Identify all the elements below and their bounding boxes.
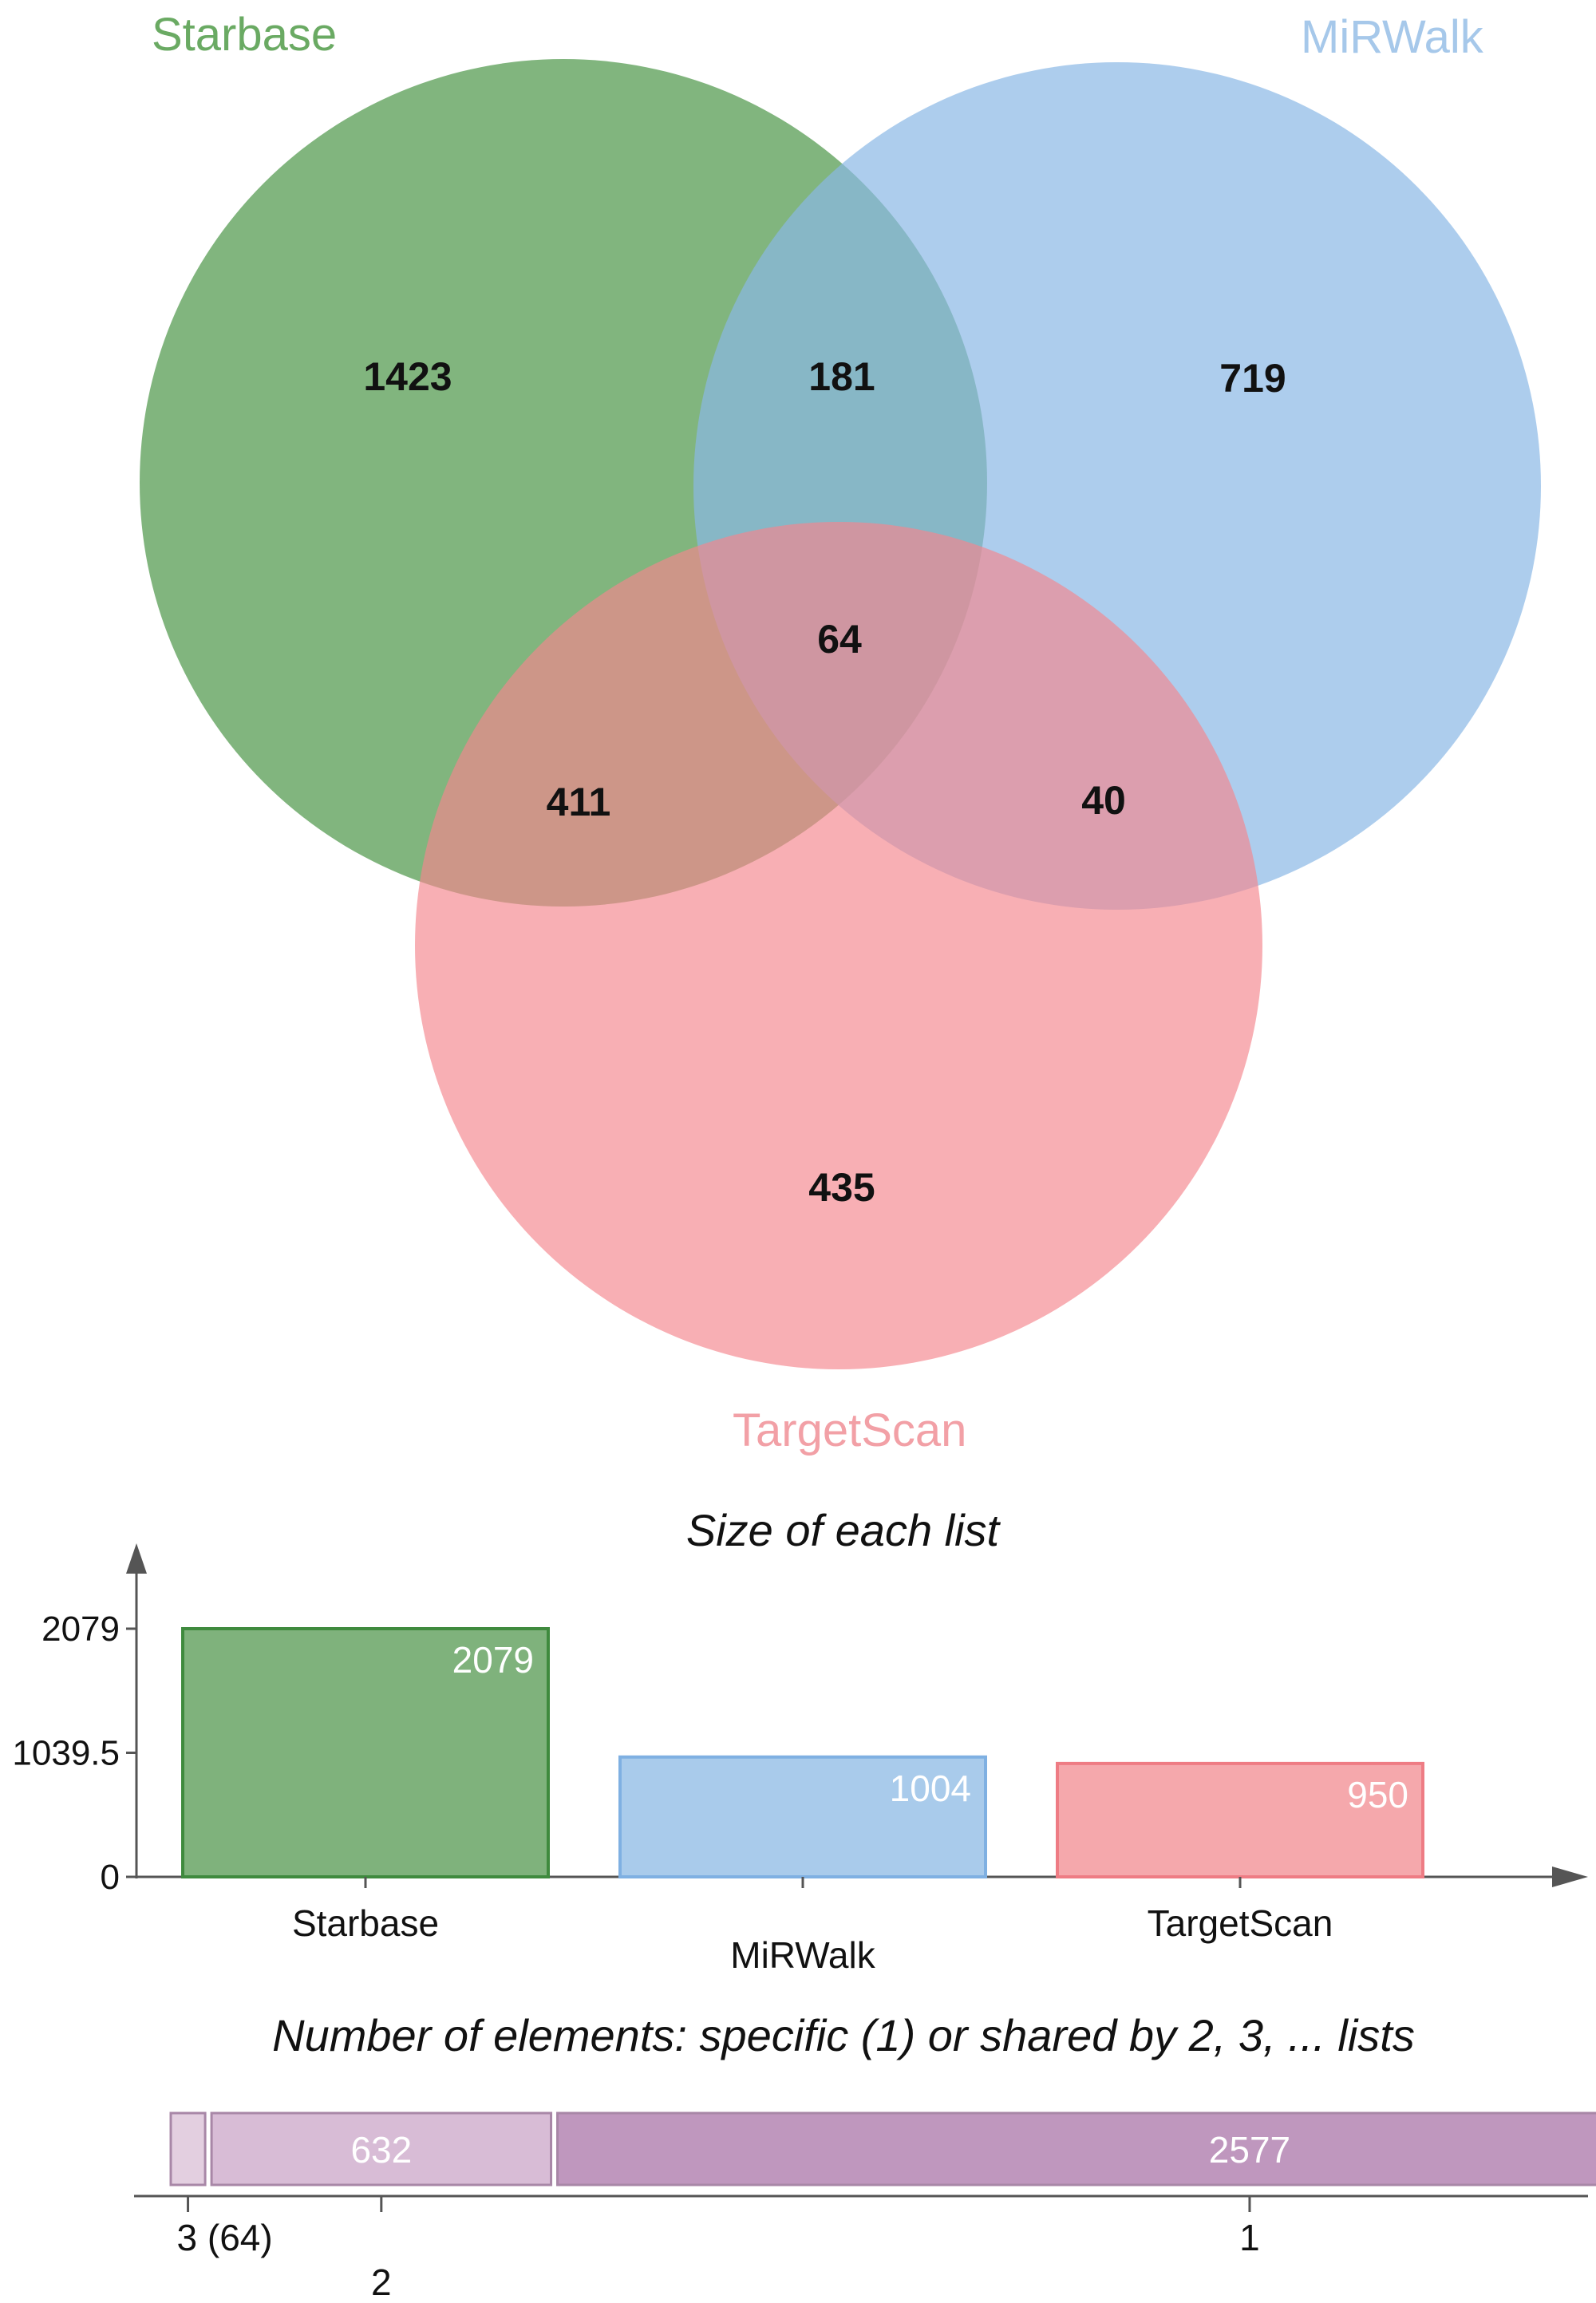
segment-axis-label: 3 (64): [177, 2217, 273, 2258]
venn-label-mirwalk: MiRWalk: [1301, 11, 1484, 63]
segment-value-label: 632: [350, 2129, 412, 2171]
x-axis-arrow: [1552, 1866, 1588, 1887]
segment-axis-label: 2: [371, 2262, 392, 2303]
y-tick-label: 0: [101, 1858, 120, 1897]
segment-shared-by-2: [210, 2111, 553, 2186]
venn-count-mirwalk-only: 719: [1219, 356, 1286, 401]
venn-count-targetscan-only: 435: [808, 1165, 875, 1210]
y-tick-label: 2079: [41, 1610, 120, 1649]
list-size-chart-title: Size of each list: [686, 1505, 1001, 1555]
venn-count-starbase-mirwalk: 181: [808, 354, 875, 399]
venn-diagram: Starbase MiRWalk TargetScan 1423 181 719…: [140, 9, 1541, 1456]
shared-elements-chart-title: Number of elements: specific (1) or shar…: [272, 2010, 1415, 2060]
y-tick-label: 1039.5: [12, 1734, 120, 1773]
bar-targetscan: [1056, 1761, 1424, 1879]
venn-count-mirwalk-targetscan: 40: [1081, 778, 1126, 823]
venn-count-starbase-targetscan: 411: [547, 780, 611, 824]
shared-elements-chart: Number of elements: specific (1) or shar…: [134, 2010, 1596, 2303]
x-tick-label: Starbase: [292, 1902, 439, 1944]
venn-label-starbase: Starbase: [152, 9, 337, 61]
segment-shared-by-1: [556, 2111, 1596, 2186]
venn-count-all-three: 64: [817, 617, 862, 662]
segment-value-label: 2577: [1209, 2129, 1290, 2171]
venn-circle-targetscan: [415, 522, 1262, 1369]
y-ticks: 2079 1039.5 0: [12, 1610, 136, 1897]
x-tick-label: MiRWalk: [730, 1934, 875, 1976]
segment-shared-by-3: [169, 2111, 207, 2186]
bar-value-label: 2079: [452, 1639, 534, 1681]
bar-value-label: 950: [1347, 1774, 1408, 1815]
list-size-chart: Size of each list 2079 1039.5 0 2079 Starba…: [12, 1505, 1588, 1976]
x-tick-label: TargetScan: [1148, 1902, 1333, 1944]
segment-axis-label: 1: [1239, 2217, 1260, 2258]
bars: 2079 Starbase 1004 MiRWalk 950 TargetScan: [181, 1627, 1424, 1976]
bar-mirwalk: [618, 1755, 987, 1879]
y-axis-arrow: [126, 1543, 147, 1574]
venn-label-targetscan: TargetScan: [733, 1404, 966, 1456]
bar-starbase: [181, 1627, 550, 1878]
bar-value-label: 1004: [890, 1768, 971, 1809]
segments: 3 (64) 632 2 2577 1: [169, 2111, 1596, 2303]
venn-count-starbase-only: 1423: [363, 354, 452, 399]
